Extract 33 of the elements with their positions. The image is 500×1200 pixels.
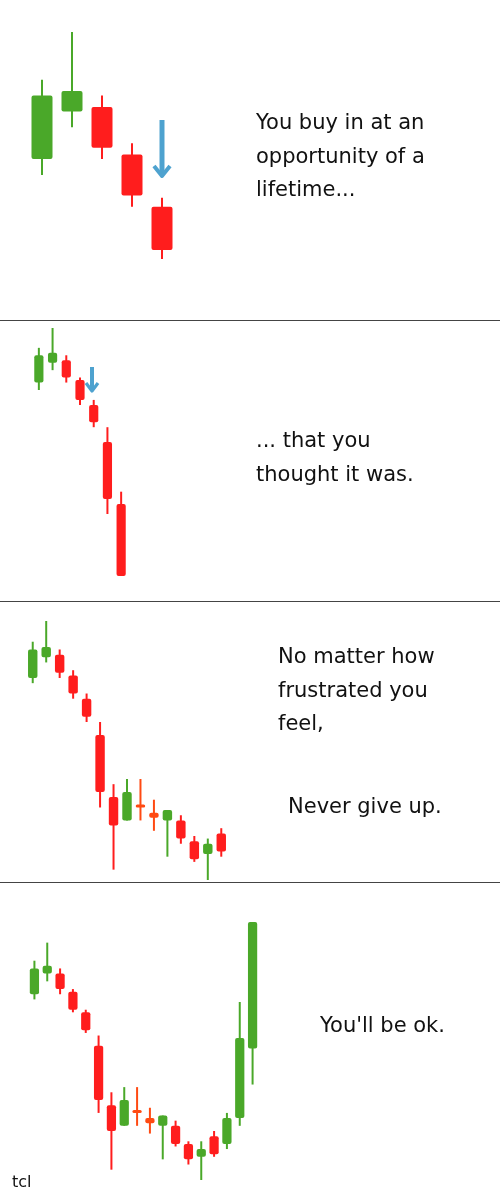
candlestick [196,1140,206,1180]
candlestick [132,1086,142,1127]
text: No matter how frustrated you feel, [278,643,436,738]
candlestick [135,777,146,822]
candlestick [61,354,71,384]
candlestick [68,669,78,700]
candlestick [42,941,52,983]
candlestick [61,32,83,129]
candlestick [75,376,85,406]
candlestick [170,1119,181,1148]
candlestick [89,398,99,429]
candlestick [41,621,51,664]
candlestick [55,967,65,996]
candlestick [183,1140,194,1166]
text: ... that you thought it was. [256,427,415,488]
text: You'll be ok. [320,1012,446,1039]
candlestick [68,988,78,1014]
candlestick [189,834,200,863]
candlestick [203,837,213,880]
text: Never give up. [288,793,443,820]
candlestick [158,1114,168,1161]
candlestick [47,328,58,372]
candlestick [145,1106,155,1135]
candlestick [209,1129,219,1158]
candlestick [162,809,173,858]
candlestick [81,692,92,724]
candlestick [176,814,186,845]
candlestick [216,827,226,858]
candlestick [149,798,159,832]
candlestick [54,648,65,679]
annotation: tcl [12,1171,33,1193]
text: You buy in at an opportunity of a lifetime... [256,109,426,204]
candlestick [81,1008,91,1034]
